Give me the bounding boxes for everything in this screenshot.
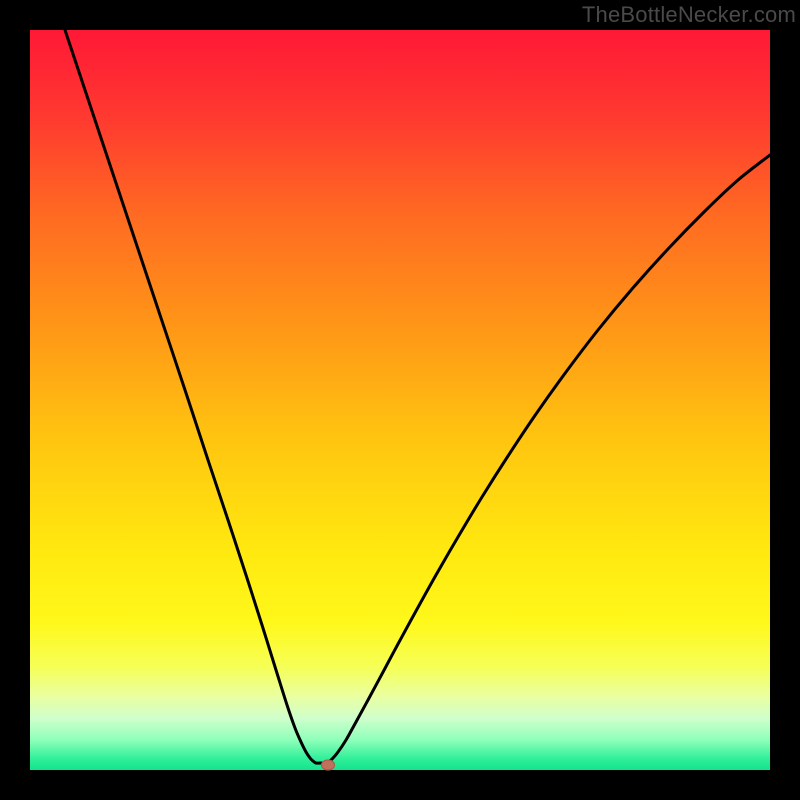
- chart-outer: TheBottleNecker.com: [0, 0, 800, 800]
- plot-area: [30, 30, 770, 770]
- watermark-text: TheBottleNecker.com: [582, 2, 796, 28]
- bottleneck-curve: [30, 30, 770, 770]
- optimum-marker: [321, 760, 335, 771]
